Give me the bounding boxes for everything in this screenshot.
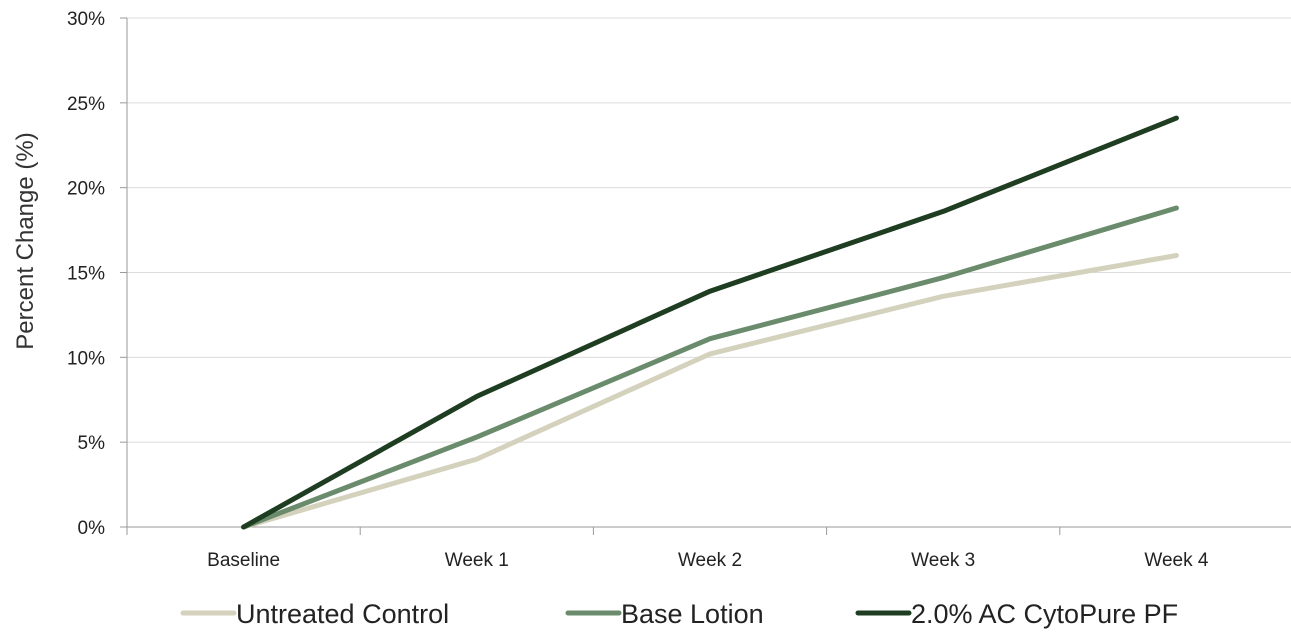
series-line-3 — [241, 115, 1179, 530]
y-tick-labels: 0% 5% 10% 15% 20% 25% 30% — [67, 9, 105, 539]
y-tick-label: 0% — [78, 518, 106, 539]
gridlines — [120, 17, 1291, 528]
x-tick-labels: Baseline Week 1 Week 2 Week 3 Week 4 — [207, 550, 1209, 571]
axes — [126, 18, 1291, 535]
y-tick-label: 5% — [78, 433, 106, 454]
x-tick-label: Baseline — [207, 550, 280, 571]
series-line-2 — [241, 205, 1179, 530]
legend: Untreated Control Base Lotion 2.0% AC Cyto… — [180, 599, 1178, 629]
legend-label: 2.0% AC CytoPure PF — [911, 599, 1178, 629]
y-tick-label: 25% — [67, 94, 105, 115]
y-tick-label: 10% — [67, 348, 105, 369]
y-tick-label: 15% — [67, 264, 105, 285]
legend-label: Untreated Control — [236, 599, 449, 629]
y-tick-label: 30% — [67, 9, 105, 30]
y-axis-title: Percent Change (%) — [12, 132, 39, 349]
x-tick-label: Week 2 — [678, 550, 742, 571]
legend-label: Base Lotion — [621, 599, 764, 629]
series-lines — [241, 115, 1179, 530]
x-tick-label: Week 1 — [445, 550, 509, 571]
x-tick-label: Week 3 — [911, 550, 975, 571]
y-tick-label: 20% — [67, 179, 105, 200]
x-tick-label: Week 4 — [1144, 550, 1209, 571]
series-line-1 — [241, 253, 1179, 530]
